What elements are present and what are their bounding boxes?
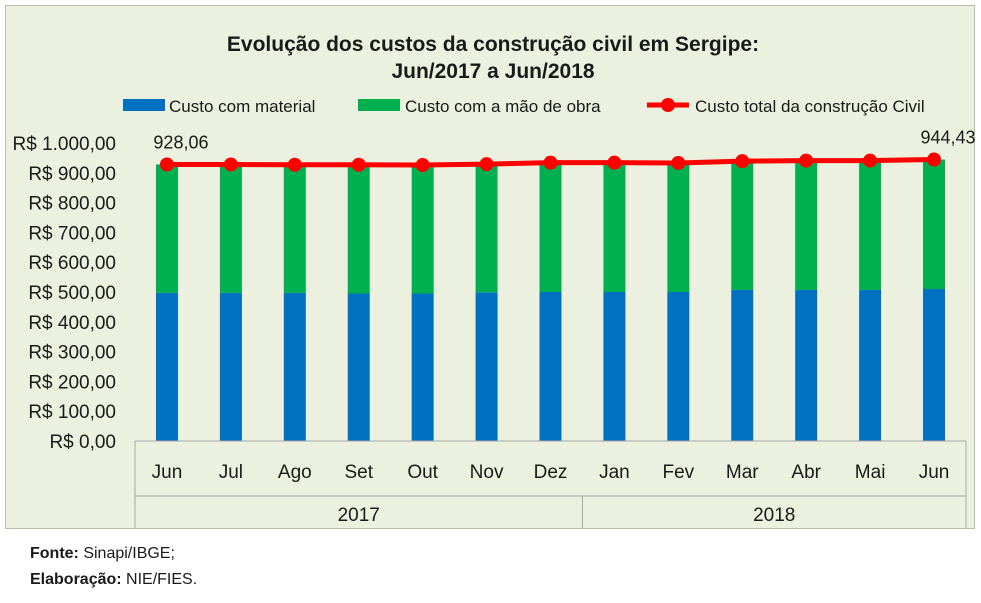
data-label: 944,43 (921, 128, 976, 148)
x-tick-label: Dez (534, 462, 568, 483)
legend-label-total: Custo total da construção Civil (695, 97, 925, 116)
bar-mao-de-obra (667, 162, 690, 292)
legend: Custo com material Custo com a mão de ob… (123, 97, 925, 116)
y-tick-label: R$ 300,00 (28, 343, 116, 364)
y-tick-label: R$ 1.000,00 (12, 134, 116, 155)
elaboration-text: NIE/FIES. (121, 571, 198, 588)
bar-mao-de-obra (603, 162, 626, 292)
data-labels: 928,06 944,43 (153, 128, 975, 153)
bar-mao-de-obra (859, 160, 882, 290)
bar-material (155, 292, 178, 441)
x-tick-label: Jun (919, 462, 950, 483)
y-tick-label: R$ 200,00 (28, 372, 116, 393)
legend-swatch-material (123, 99, 165, 111)
y-tick-label: R$ 700,00 (28, 223, 116, 244)
total-cost-point (287, 157, 302, 172)
y-tick-label: R$ 100,00 (28, 402, 116, 423)
legend-label-mao-de-obra: Custo com a mão de obra (405, 97, 601, 116)
bar-mao-de-obra (539, 162, 562, 292)
x-tick-label: Mar (726, 462, 759, 483)
total-cost-point (543, 155, 558, 170)
year-group-label: 2017 (338, 505, 380, 526)
legend-marker-total (661, 98, 675, 112)
x-tick-label: Fev (663, 462, 695, 483)
elaboration-label: Elaboração: (30, 571, 122, 588)
bar-mao-de-obra (731, 161, 754, 290)
chart-svg: Evolução dos custos da construção civil … (12, 33, 976, 528)
bar-material (475, 292, 498, 441)
bar-mao-de-obra (219, 164, 242, 293)
total-cost-point (479, 157, 494, 172)
x-tick-label: Set (344, 462, 373, 483)
source-label: Fonte: (30, 545, 79, 562)
bar-material (667, 292, 690, 441)
x-tick-label: Mai (855, 462, 886, 483)
x-tick-label: Jan (599, 462, 630, 483)
source-note: Fonte: Sinapi/IBGE; Elaboração: NIE/FIES… (30, 541, 197, 593)
bar-material (731, 289, 754, 441)
bar-material (539, 292, 562, 441)
bar-material (603, 292, 626, 441)
y-tick-label: R$ 600,00 (28, 253, 116, 274)
total-cost-point (735, 154, 750, 169)
y-tick-label: R$ 400,00 (28, 313, 116, 334)
total-cost-point (927, 152, 942, 167)
total-cost-point (159, 157, 174, 172)
chart-title-line-2: Jun/2017 a Jun/2018 (391, 60, 594, 83)
elaboration-line: Elaboração: NIE/FIES. (30, 567, 197, 593)
y-tick-label: R$ 900,00 (28, 164, 116, 185)
y-tick-label: R$ 500,00 (28, 283, 116, 304)
y-tick-label: R$ 800,00 (28, 194, 116, 215)
bar-mao-de-obra (411, 165, 434, 294)
x-tick-label: Out (407, 462, 438, 483)
legend-label-material: Custo com material (169, 97, 315, 116)
bar-material (795, 289, 818, 441)
total-cost-point (223, 157, 238, 172)
bar-mao-de-obra (347, 164, 370, 294)
bar-material (923, 289, 946, 441)
total-cost-point (671, 155, 686, 170)
x-tick-label: Jun (152, 462, 183, 483)
bars (155, 159, 946, 441)
total-cost-point (607, 155, 622, 170)
total-line-group (159, 152, 942, 173)
x-tick-label: Abr (791, 462, 821, 483)
total-cost-point (863, 153, 878, 168)
bar-material (411, 293, 434, 441)
total-cost-point (799, 153, 814, 168)
source-text: Sinapi/IBGE; (78, 545, 175, 562)
x-tick-label: Jul (219, 462, 243, 483)
bar-material (283, 292, 306, 441)
x-axis: Jun Jul Ago Set Out Nov Dez Jan Fev Mar Abr Mai Jun 2… (134, 440, 967, 528)
chart-frame: Evolução dos custos da construção civil … (5, 5, 976, 529)
source-line: Fonte: Sinapi/IBGE; (30, 541, 197, 567)
x-tick-label: Nov (470, 462, 504, 483)
bar-mao-de-obra (155, 164, 178, 293)
total-cost-point (415, 158, 430, 173)
data-label: 928,06 (153, 132, 208, 152)
bar-material (347, 293, 370, 441)
bar-mao-de-obra (475, 164, 498, 293)
year-group-label: 2018 (753, 505, 795, 526)
bar-mao-de-obra (923, 159, 946, 290)
legend-swatch-mao-de-obra (358, 99, 400, 111)
bar-material (859, 289, 882, 441)
bar-material (219, 292, 242, 441)
y-axis-ticks: R$ 0,00 R$ 100,00 R$ 200,00 R$ 300,00 R$ 400… (12, 134, 116, 453)
chart-title-line-1: Evolução dos custos da construção civil … (227, 33, 759, 56)
bar-mao-de-obra (283, 164, 306, 293)
total-cost-point (351, 157, 366, 172)
y-tick-label: R$ 0,00 (49, 432, 116, 453)
x-tick-label: Ago (278, 462, 312, 483)
bar-mao-de-obra (795, 160, 818, 290)
